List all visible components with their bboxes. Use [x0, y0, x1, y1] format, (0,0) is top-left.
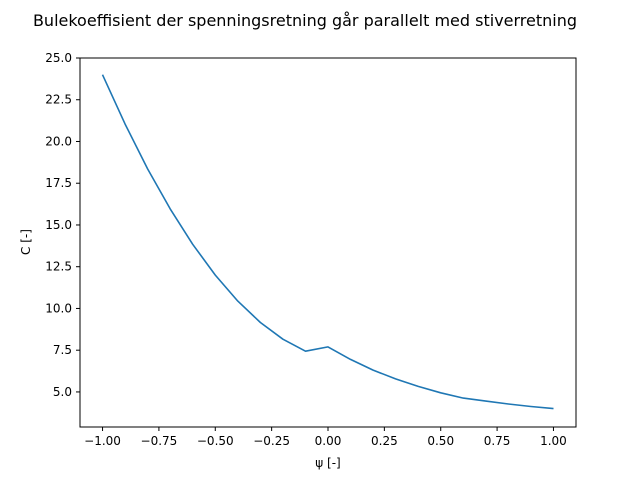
x-tick-label: 0.25: [371, 434, 398, 448]
y-axis-label: C [-]: [19, 229, 33, 255]
y-tick-label: 20.0: [45, 134, 72, 148]
y-tick-label: 25.0: [45, 51, 72, 65]
y-tick-label: 10.0: [45, 301, 72, 315]
x-tick-label: 0.75: [484, 434, 511, 448]
x-axis-label: ψ [-]: [315, 456, 340, 470]
x-tick-label: −0.75: [141, 434, 178, 448]
y-tick-label: 7.5: [53, 343, 72, 357]
x-tick-label: 0.50: [427, 434, 454, 448]
plot-frame: [79, 57, 577, 428]
series-line-0: [101, 74, 554, 410]
y-tick-label: 17.5: [45, 176, 72, 190]
y-tick-label: 15.0: [45, 218, 72, 232]
x-tick-label: −0.25: [253, 434, 290, 448]
x-tick-label: 1.00: [540, 434, 567, 448]
y-tick-label: 12.5: [45, 260, 72, 274]
x-tick-label: 0.00: [315, 434, 342, 448]
chart-title: Bulekoeffisient der spenningsretning går…: [33, 11, 577, 30]
y-tick-label: 22.5: [45, 93, 72, 107]
x-tick-label: −0.50: [197, 434, 234, 448]
x-tick-label: −1.00: [84, 434, 121, 448]
plot-area: −1.00 −0.75 −0.50 −0.25 0.00 0.25 0.50 0.75 1.00…: [45, 51, 577, 448]
y-tick-label: 5.0: [53, 385, 72, 399]
